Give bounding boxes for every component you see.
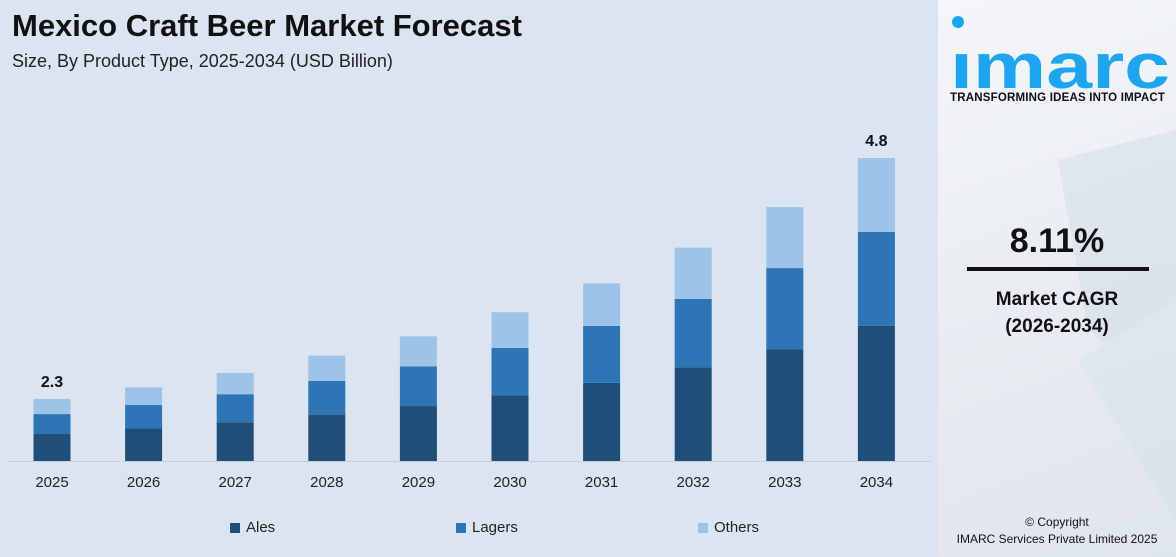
cagr-period: (2026-2034): [1005, 316, 1109, 337]
bar-others-2026: [125, 387, 163, 406]
bar-lagers-2033: [766, 268, 804, 350]
bar-others-2028: [308, 355, 346, 381]
bar-others-2032: [674, 247, 712, 299]
bar-others-2027: [216, 372, 254, 395]
data-label: 2.3: [41, 374, 63, 391]
x-tick-label: 2026: [127, 474, 160, 491]
bar-others-2034: [857, 157, 895, 232]
x-tick-label: 2034: [860, 474, 893, 491]
bar-others-2031: [583, 283, 621, 326]
bar-lagers-2031: [583, 325, 621, 383]
divider: [967, 267, 1149, 271]
bar-ales-2025: [33, 434, 71, 461]
bar-ales-2028: [308, 414, 346, 461]
bar-chart: 2025 2.3 2026 2027 2028 2029 2030 2031 2032 2033 2…: [8, 133, 930, 491]
bar-lagers-2025: [33, 414, 71, 435]
bar-lagers-2027: [216, 394, 254, 423]
bar-ales-2030: [491, 395, 529, 461]
x-tick-label: 2027: [219, 474, 252, 491]
x-tick-label: 2033: [768, 474, 801, 491]
company-name: IMARC Services Private Limited 2025: [956, 532, 1158, 546]
bar-ales-2026: [125, 428, 163, 461]
copyright: © Copyright IMARC Services Private Limit…: [938, 514, 1176, 548]
bar-others-2025: [33, 398, 71, 415]
legend-swatch: [230, 522, 240, 533]
bar-lagers-2032: [674, 298, 712, 368]
x-tick-label: 2032: [677, 474, 710, 491]
x-tick-label: 2030: [493, 474, 526, 491]
cagr-label-text: Market CAGR: [995, 289, 1119, 310]
tagline: TRANSFORMING IDEAS INTO IMPACT: [950, 92, 1166, 104]
chart-title: Mexico Craft Beer Market Forecast: [12, 8, 522, 43]
x-tick-label: 2028: [310, 474, 343, 491]
side-panel: ımarc TRANSFORMING IDEAS INTO IMPACT 8.1…: [938, 0, 1176, 557]
cagr-value: 8.11%: [1009, 222, 1105, 260]
bar-others-2033: [766, 207, 804, 269]
legend-label: Lagers: [472, 519, 518, 536]
legend-label: Others: [714, 519, 760, 536]
bar-lagers-2029: [399, 366, 437, 407]
legend-swatch: [698, 522, 708, 533]
bar-ales-2029: [399, 406, 437, 461]
bar-ales-2032: [674, 367, 712, 461]
cagr-label: Market CAGR (2026-2034): [938, 286, 1176, 340]
x-tick-label: 2029: [402, 474, 435, 491]
bar-ales-2034: [857, 325, 895, 461]
legend-item-ales: Ales: [230, 519, 275, 536]
bar-others-2030: [491, 312, 529, 349]
bar-others-2029: [399, 336, 437, 367]
data-label: 4.8: [865, 133, 887, 150]
legend-swatch: [456, 522, 466, 533]
x-tick-label: 2031: [585, 474, 618, 491]
copyright-text: © Copyright: [1025, 515, 1089, 529]
bar-ales-2027: [216, 422, 254, 461]
bar-ales-2033: [766, 349, 804, 461]
bar-ales-2031: [583, 382, 621, 461]
bar-lagers-2034: [857, 231, 895, 326]
bar-lagers-2030: [491, 348, 529, 396]
chart-panel: Mexico Craft Beer Market Forecast Size, …: [8, 8, 930, 536]
background-decoration: [1058, 130, 1176, 520]
imarc-logo: ımarc: [950, 16, 1170, 93]
legend-label: Ales: [246, 519, 276, 536]
bar-lagers-2028: [308, 380, 346, 415]
x-tick-label: 2025: [35, 474, 68, 491]
legend-item-others: Others: [698, 519, 759, 536]
svg-text:ımarc: ımarc: [950, 30, 1170, 93]
chart-subtitle: Size, By Product Type, 2025-2034 (USD Bi…: [12, 51, 393, 71]
bar-lagers-2026: [125, 405, 163, 429]
legend-item-lagers: Lagers: [456, 519, 518, 536]
